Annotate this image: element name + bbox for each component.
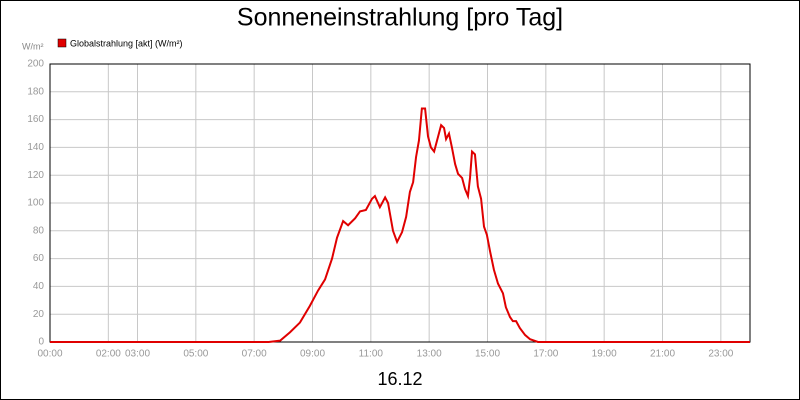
y-tick-label: 20 [33, 309, 45, 320]
y-tick-label: 200 [27, 59, 44, 70]
y-tick-label: 60 [33, 253, 45, 264]
legend-swatch [57, 38, 67, 48]
y-tick-label: 140 [27, 142, 44, 153]
chart-title: Sonneneinstrahlung [pro Tag] [237, 4, 563, 32]
x-tick-label: 03:00 [125, 349, 150, 360]
x-tick-label: 21:00 [650, 349, 675, 360]
y-tick-label: 80 [33, 225, 45, 236]
y-tick-label: 160 [27, 114, 44, 125]
y-tick-label: 0 [38, 337, 44, 348]
y-tick-label: 100 [27, 198, 44, 209]
y-tick-label: 120 [27, 170, 44, 181]
data-line [50, 107, 750, 343]
plot-border [49, 63, 751, 343]
x-tick-label: 02:00 [96, 349, 121, 360]
x-tick-label: 17:00 [533, 349, 558, 360]
x-tick-label: 19:00 [592, 349, 617, 360]
y-tick-label: 180 [27, 86, 44, 97]
y-axis-label: W/m² [22, 41, 44, 51]
x-tick-label: 15:00 [475, 349, 500, 360]
y-tick-label: 40 [33, 281, 45, 292]
legend-label: Globalstrahlung [akt] (W/m²) [70, 38, 183, 48]
x-axis-label: 16.12 [377, 369, 422, 389]
x-tick-label: 05:00 [183, 349, 208, 360]
x-tick-label: 13:00 [417, 349, 442, 360]
x-tick-label: 09:00 [300, 349, 325, 360]
x-tick-label: 07:00 [242, 349, 267, 360]
x-tick-label: 00:00 [37, 349, 62, 360]
x-tick-label: 11:00 [359, 349, 384, 360]
x-tick-label: 23:00 [708, 349, 733, 360]
